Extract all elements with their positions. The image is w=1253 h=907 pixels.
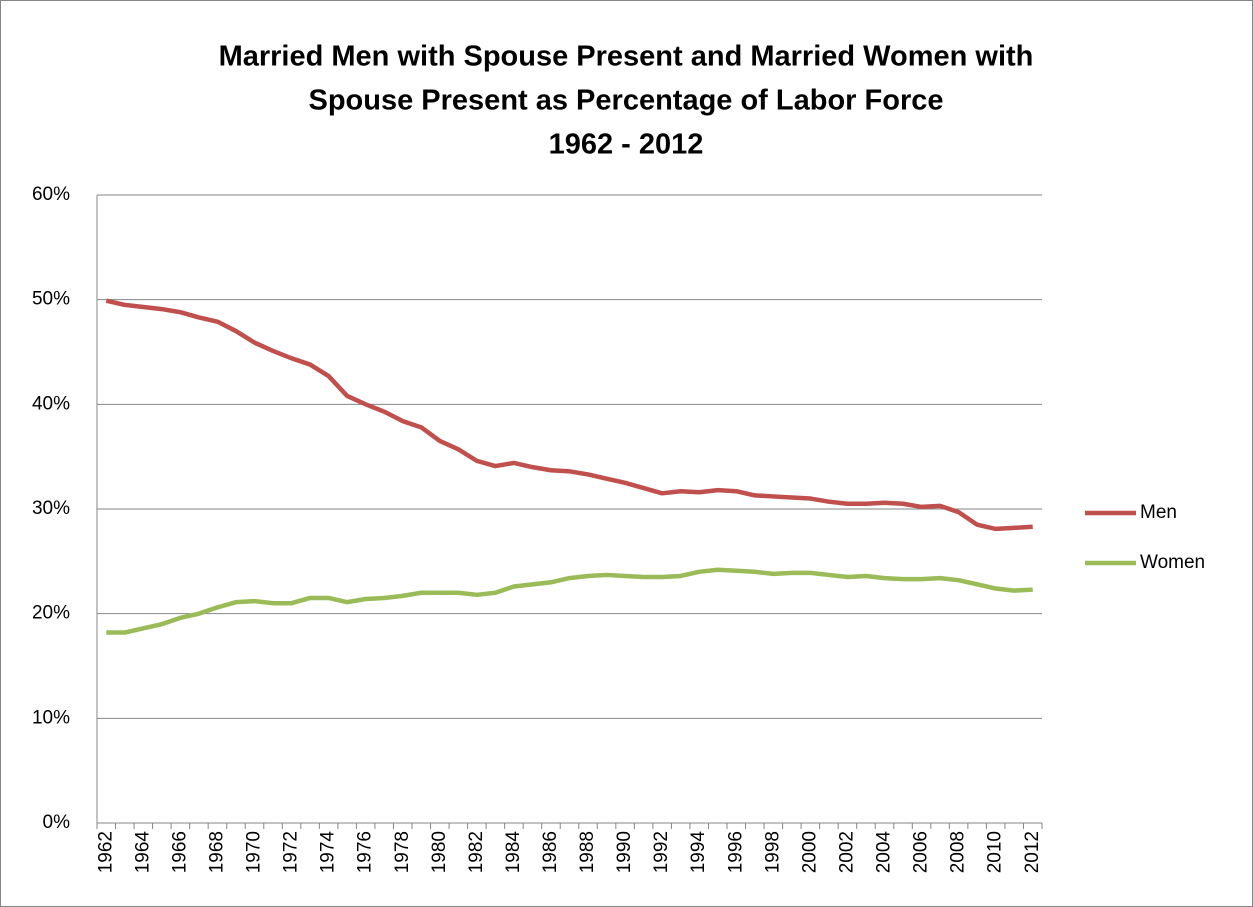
x-tick-label: 1994 — [688, 831, 709, 874]
x-tick-label: 2000 — [799, 831, 820, 873]
y-tick-label: 60% — [32, 184, 70, 205]
x-tick-label: 1962 — [95, 831, 116, 873]
x-tick-label: 1984 — [503, 831, 524, 874]
x-tick-label: 1964 — [132, 831, 153, 874]
y-tick-label: 40% — [32, 393, 70, 414]
x-tick-label: 1998 — [762, 831, 783, 873]
x-tick-label: 2004 — [874, 831, 895, 874]
x-tick-label: 2010 — [985, 831, 1006, 873]
y-tick-label: 30% — [32, 498, 70, 519]
x-tick-label: 1982 — [466, 831, 487, 873]
x-tick-label: 1990 — [614, 831, 635, 873]
x-tick-label: 1966 — [169, 831, 190, 873]
x-tick-label: 2002 — [836, 831, 857, 873]
series-line — [105, 298, 1033, 532]
y-tick-label: 0% — [43, 812, 71, 833]
x-tick-label: 1976 — [355, 831, 376, 873]
x-tick-label: 1992 — [651, 831, 672, 873]
legend-label: Men — [1140, 502, 1177, 523]
series-line — [106, 567, 1033, 635]
y-tick-label: 50% — [32, 289, 70, 310]
x-tick-label: 1968 — [206, 831, 227, 873]
x-tick-label: 1986 — [540, 831, 561, 873]
legend-label: Women — [1140, 552, 1205, 573]
chart-title: 1962 - 2012 — [549, 129, 704, 161]
x-tick-label: 1980 — [429, 831, 450, 873]
x-tick-label: 1974 — [318, 831, 339, 874]
x-tick-label: 1996 — [725, 831, 746, 873]
x-tick-label: 2012 — [1022, 831, 1043, 873]
chart-title: Married Men with Spouse Present and Marr… — [219, 41, 1034, 73]
x-tick-label: 2006 — [911, 831, 932, 873]
x-tick-label: 2008 — [948, 831, 969, 873]
x-tick-label: 1988 — [577, 831, 598, 873]
x-tick-label: 1970 — [244, 831, 265, 873]
y-tick-label: 10% — [32, 707, 70, 728]
x-tick-label: 1972 — [281, 831, 302, 873]
x-tick-label: 1978 — [392, 831, 413, 873]
chart-title: Spouse Present as Percentage of Labor Fo… — [309, 85, 944, 117]
y-tick-label: 20% — [32, 603, 70, 624]
